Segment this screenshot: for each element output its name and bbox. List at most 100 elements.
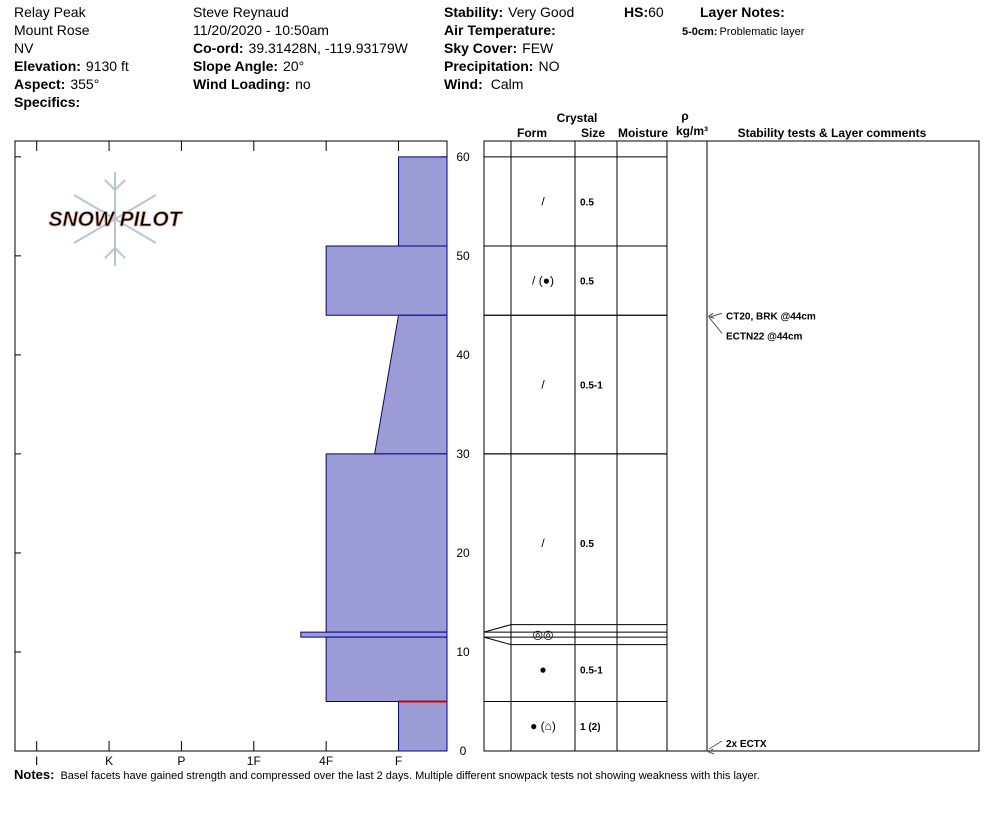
field: Sky Cover: FEW bbox=[444, 40, 554, 56]
test-arrowhead bbox=[707, 312, 715, 319]
grain-form: / bbox=[541, 536, 545, 550]
field: Precipitation: NO bbox=[444, 58, 560, 74]
grain-form: / bbox=[541, 194, 545, 208]
field: Wind: Calm bbox=[444, 76, 523, 92]
x-tick-label: 1F bbox=[247, 754, 261, 768]
field: Co-ord: 39.31428N, -119.93179W bbox=[193, 40, 409, 56]
notes-text: Basel facets have gained strength and co… bbox=[60, 770, 759, 782]
y-tick-label: 40 bbox=[456, 348, 470, 362]
observer: Steve Reynaud bbox=[193, 4, 289, 20]
column-header: Stability tests & Layer comments bbox=[738, 126, 927, 140]
field-value: no bbox=[295, 76, 311, 92]
test-label: CT20, BRK @44cm bbox=[726, 311, 816, 322]
field-label: Specifics: bbox=[14, 94, 80, 110]
y-tick-label: 0 bbox=[460, 744, 467, 758]
field-label: Wind: bbox=[444, 76, 483, 92]
location: Mount Rose bbox=[14, 22, 90, 38]
hardness-layer bbox=[300, 631, 448, 638]
field: Stability: Very Good bbox=[444, 4, 574, 20]
field-value: NO bbox=[538, 58, 559, 74]
x-tick-label: F bbox=[395, 754, 402, 768]
grain-size: 1 (2) bbox=[580, 722, 601, 733]
field-label: Stability: bbox=[444, 4, 503, 20]
column-header: Crystal bbox=[557, 111, 598, 125]
field: Slope Angle: 20° bbox=[193, 58, 304, 74]
hardness-layer bbox=[374, 314, 448, 455]
field-value: 20° bbox=[283, 58, 304, 74]
datetime: 11/20/2020 - 10:50am bbox=[193, 22, 329, 38]
grain-size: 0.5-1 bbox=[580, 381, 603, 392]
y-tick-label: 60 bbox=[456, 150, 470, 164]
grain-size: 0.5-1 bbox=[580, 665, 603, 676]
hardness-layer bbox=[398, 700, 448, 752]
table-frame bbox=[483, 140, 980, 752]
notes: Notes: Basel facets have gained strength … bbox=[14, 767, 760, 782]
test-label: ECTN22 @44cm bbox=[726, 331, 803, 342]
field-value: 9130 ft bbox=[86, 58, 129, 74]
location: NV bbox=[14, 40, 34, 56]
field-label: HS: bbox=[624, 4, 648, 20]
grain-form: / (●) bbox=[532, 274, 554, 288]
test-arrow bbox=[708, 740, 723, 750]
grain-form: / bbox=[541, 378, 545, 392]
test-label: 2x ECTX bbox=[726, 739, 767, 750]
layer-notes-title: Layer Notes: bbox=[700, 4, 785, 20]
hardness-layer bbox=[325, 245, 448, 316]
logo-text: SNOW PILOT bbox=[49, 208, 184, 231]
field-label: Precipitation: bbox=[444, 58, 533, 74]
x-tick-label: K bbox=[105, 754, 113, 768]
y-tick-label: 10 bbox=[456, 645, 470, 659]
layer-note: 5-0cm: Problematic layer bbox=[682, 26, 805, 38]
column-header: Moisture bbox=[618, 126, 668, 140]
y-tick-label: 50 bbox=[456, 249, 470, 263]
layer-note-text: Problematic layer bbox=[719, 26, 804, 38]
field-label: Wind Loading: bbox=[193, 76, 290, 92]
location: Relay Peak bbox=[14, 4, 87, 20]
y-tick-label: 30 bbox=[456, 447, 470, 461]
layer-connector bbox=[483, 636, 512, 646]
logo-flake bbox=[104, 246, 126, 259]
column-header: kg/m³ bbox=[676, 124, 708, 138]
field-label: Air Temperature: bbox=[444, 22, 556, 38]
field-value: Very Good bbox=[508, 4, 574, 20]
grain-size: 0.5 bbox=[580, 197, 594, 208]
field-value: 60 bbox=[648, 4, 664, 20]
grain-form: ● bbox=[539, 662, 546, 676]
hardness-layer bbox=[325, 453, 448, 633]
field-label: Co-ord: bbox=[193, 40, 244, 56]
notes-label: Notes: bbox=[14, 767, 54, 782]
column-header: Size bbox=[581, 126, 605, 140]
field-label: Slope Angle: bbox=[193, 58, 278, 74]
grain-form: ◎◎ bbox=[533, 628, 554, 642]
column-header: ρ bbox=[681, 109, 688, 123]
field-label: Aspect: bbox=[14, 76, 65, 92]
logo-flake bbox=[104, 179, 126, 192]
layer-connector bbox=[483, 624, 512, 633]
layer-note-label: 5-0cm: bbox=[682, 26, 717, 38]
grain-size: 0.5 bbox=[580, 539, 594, 550]
test-arrow bbox=[708, 316, 723, 334]
field-label: Sky Cover: bbox=[444, 40, 517, 56]
logo bbox=[73, 172, 157, 266]
y-tick-label: 20 bbox=[456, 546, 470, 560]
field-value: 355° bbox=[70, 76, 99, 92]
field: Wind Loading: no bbox=[193, 76, 311, 92]
field-value: FEW bbox=[522, 40, 554, 56]
logo-flake bbox=[73, 194, 157, 244]
field-value: 39.31428N, -119.93179W bbox=[249, 40, 409, 56]
hardness-layer bbox=[325, 636, 448, 702]
field: Elevation: 9130 ft bbox=[14, 58, 129, 74]
column-header: Form bbox=[517, 126, 547, 140]
test-arrowhead bbox=[707, 748, 715, 755]
grain-size: 0.5 bbox=[580, 277, 594, 288]
x-tick-label: P bbox=[177, 754, 185, 768]
field-value: Calm bbox=[491, 76, 524, 92]
x-tick-label: I bbox=[35, 754, 38, 768]
grain-form: ● (⌂) bbox=[530, 719, 556, 733]
field: HS:60 bbox=[624, 4, 664, 20]
field-label: Elevation: bbox=[14, 58, 81, 74]
x-tick-label: 4F bbox=[319, 754, 333, 768]
field: Aspect: 355° bbox=[14, 76, 99, 92]
hardness-layer bbox=[398, 156, 448, 247]
